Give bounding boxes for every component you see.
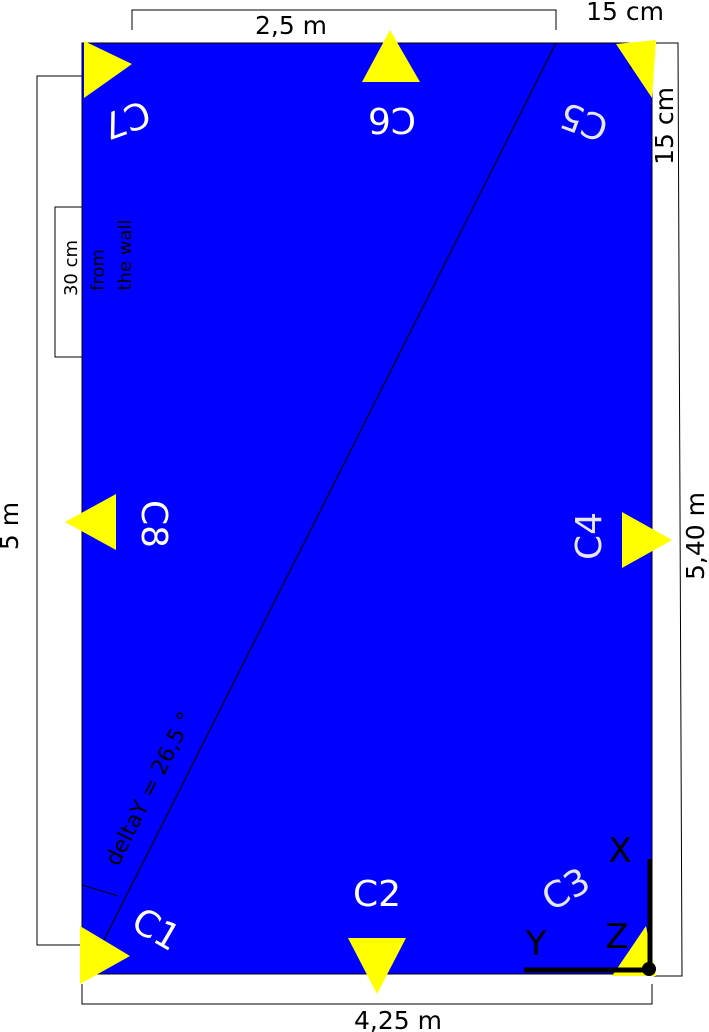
angle-tick-line	[81, 884, 119, 897]
room-floor	[81, 42, 653, 975]
bottom-width-label: 4,25 m	[354, 1006, 442, 1032]
camera-c1-marker-icon	[80, 926, 130, 984]
camera-c2-marker-icon	[348, 938, 406, 994]
axis-z-label: Z	[605, 917, 628, 957]
corner-offset-top-label: 15 cm	[586, 0, 664, 26]
axis-y-label: Y	[525, 924, 547, 964]
wall-offset-bracket	[54, 206, 82, 358]
axis-origin-dot	[642, 962, 656, 976]
left-height-bracket	[36, 75, 82, 946]
bottom-width-bracket	[81, 984, 653, 1005]
camera-c6-label: C6	[368, 99, 416, 140]
axis-x-label: X	[608, 831, 631, 871]
camera-c8-label: C8	[133, 500, 174, 548]
camera-c7-marker-icon	[84, 41, 132, 98]
camera-c8-marker-icon	[65, 494, 116, 550]
camera-c2-label: C2	[353, 874, 401, 915]
camera-c4-label: C4	[569, 512, 610, 560]
corner-offset-side-label: 15 cm	[650, 87, 679, 165]
camera-c5-marker-icon	[616, 40, 656, 98]
room-diagonal-line	[99, 42, 557, 949]
camera-c4-marker-icon	[622, 512, 672, 568]
wall-offset-note-line1: from	[88, 249, 109, 291]
right-height-bracket	[654, 42, 683, 977]
left-height-label: 5 m	[0, 502, 24, 550]
right-height-label: 5,40 m	[681, 492, 709, 580]
wall-offset-label: 30 cm	[61, 240, 82, 296]
wall-offset-note-line2: the wall	[115, 219, 136, 290]
top-width-bracket	[131, 9, 557, 30]
top-width-label: 2,5 m	[255, 11, 327, 40]
camera-c6-marker-icon	[362, 30, 420, 82]
